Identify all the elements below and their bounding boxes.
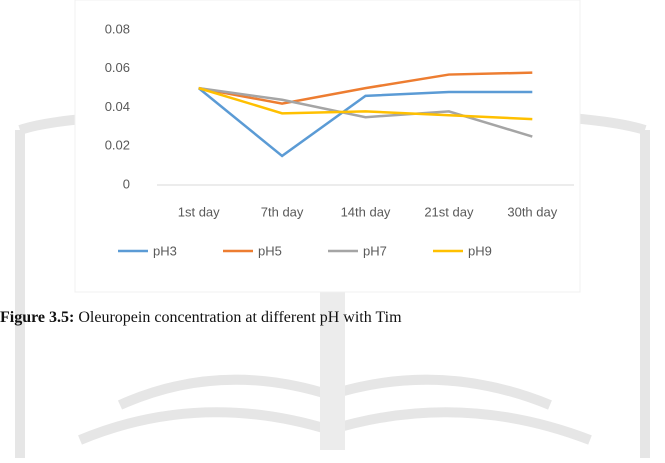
caption: Figure 3.5: Oleuropein concentration at … <box>0 309 402 326</box>
x-tick-label: 14th day <box>341 204 391 219</box>
chart-area <box>75 0 580 292</box>
y-tick-label: 0.06 <box>105 60 130 75</box>
document: 0 0.02 0.04 0.06 0.08 1st day 7th day 14th day 2… <box>0 0 665 458</box>
x-tick-label: 30th day <box>507 204 557 219</box>
y-tick-label: 0.08 <box>105 21 130 36</box>
y-tick-label: 0.02 <box>105 138 130 153</box>
legend-label: pH7 <box>363 243 387 258</box>
caption-label: Figure 3.5: <box>0 309 74 326</box>
y-tick-label: 0.04 <box>105 99 130 114</box>
x-tick-label: 21st day <box>424 204 474 219</box>
x-tick-label: 1st day <box>178 204 220 219</box>
x-tick-label: 7th day <box>261 204 304 219</box>
legend-label: pH3 <box>153 243 177 258</box>
caption-text: Oleuropein concentration at different pH… <box>78 309 402 326</box>
page: 0 0.02 0.04 0.06 0.08 1st day 7th day 14th day 2… <box>0 0 665 458</box>
legend-label: pH9 <box>468 243 492 258</box>
legend-label: pH5 <box>258 243 282 258</box>
y-tick-label: 0 <box>123 176 130 191</box>
